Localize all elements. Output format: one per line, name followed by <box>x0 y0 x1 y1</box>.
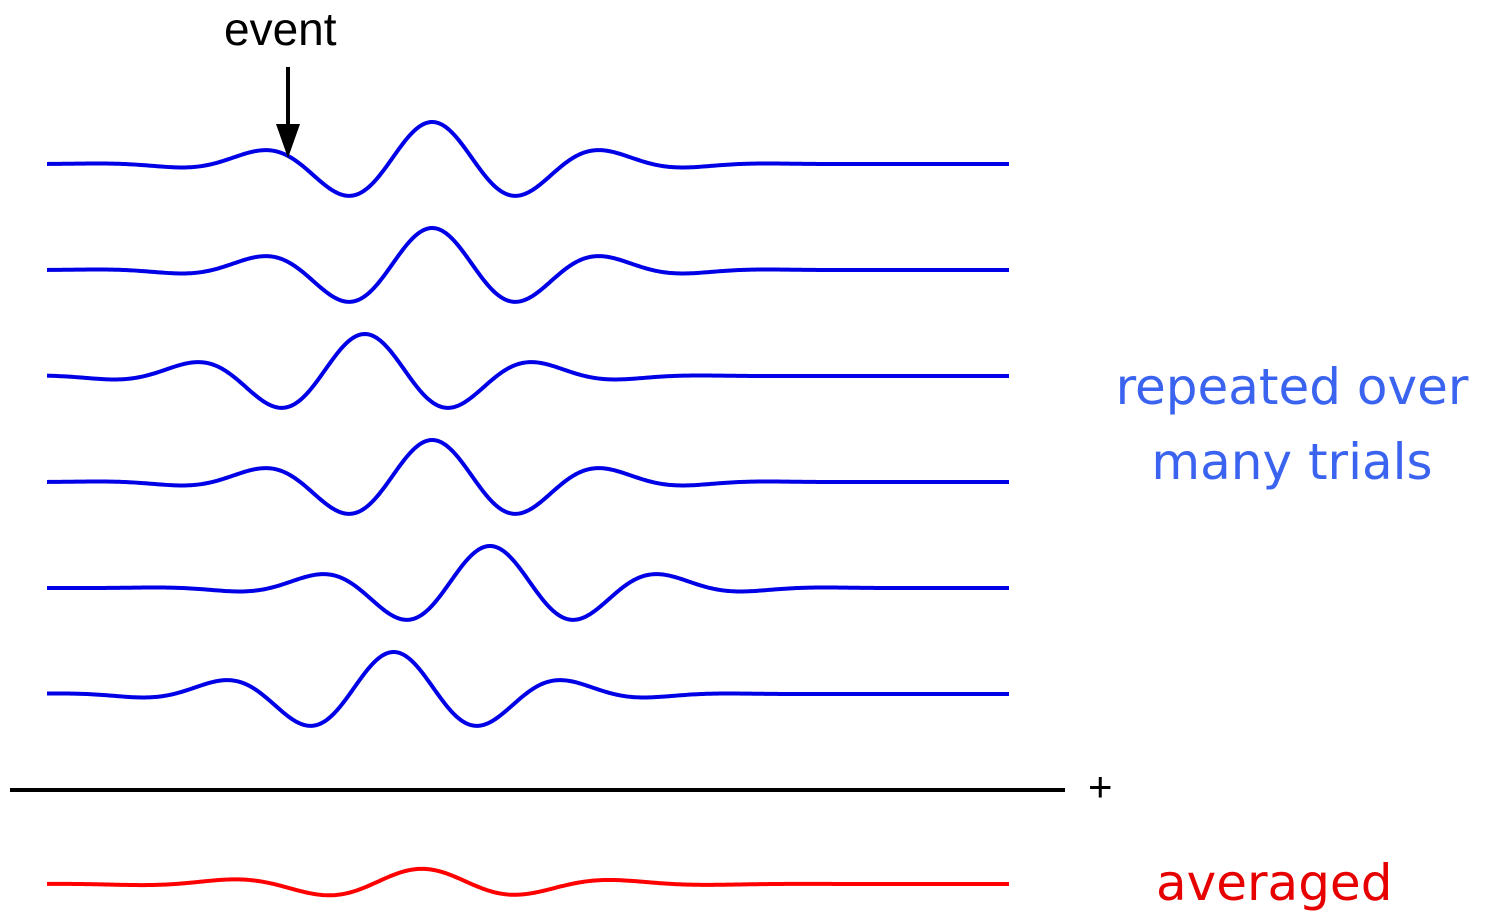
trial-wave-1 <box>46 120 1009 198</box>
event-arrow <box>276 67 300 158</box>
averaged-label: averaged <box>1156 854 1393 912</box>
averaged-wave <box>47 866 1009 898</box>
trial-wave-4 <box>46 438 1009 516</box>
trial-wave-5 <box>47 544 1009 622</box>
average-wave-group <box>47 866 1009 898</box>
trial-wave-2 <box>46 226 1009 304</box>
trial-wave-6 <box>46 650 1009 728</box>
trial-waves <box>46 120 1009 728</box>
event-label: event <box>224 3 337 55</box>
repeated-trials-label: repeated over many trials <box>1115 358 1469 491</box>
plus-sign: + <box>1088 763 1113 810</box>
trial-wave-3 <box>46 332 1009 410</box>
